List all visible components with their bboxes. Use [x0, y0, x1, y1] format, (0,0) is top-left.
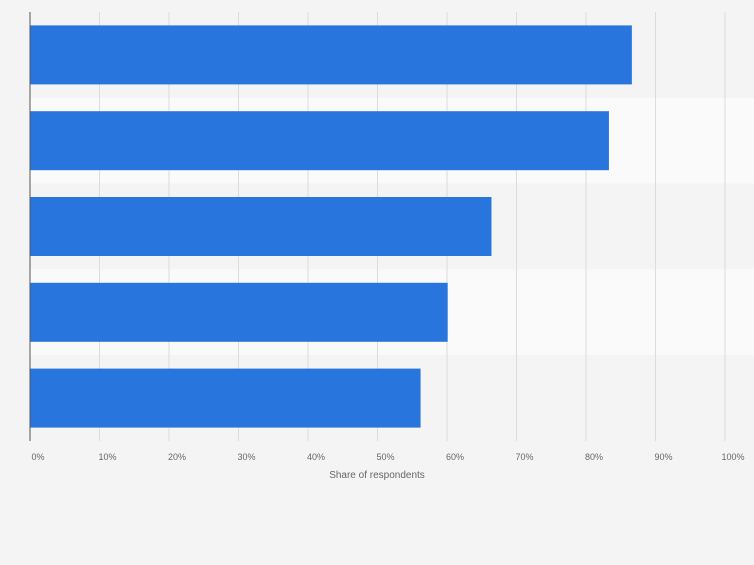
x-tick-label: 90%: [654, 452, 672, 462]
x-tick-label: 60%: [446, 452, 464, 462]
x-tick-label: 40%: [307, 452, 325, 462]
x-tick-label: 100%: [721, 452, 744, 462]
x-tick-label: 30%: [237, 452, 255, 462]
bar[interactable]: [30, 111, 609, 171]
x-axis-title: Share of respondents: [329, 470, 425, 481]
x-tick-label: 70%: [515, 452, 533, 462]
x-tick-label: 50%: [376, 452, 394, 462]
bar[interactable]: [30, 197, 492, 256]
bar[interactable]: [30, 282, 448, 342]
x-tick-label: 80%: [585, 452, 603, 462]
x-tick-label: 0%: [31, 452, 44, 462]
bar[interactable]: [30, 25, 632, 85]
bars: [30, 25, 632, 428]
x-tick-label: 10%: [98, 452, 116, 462]
x-tick-label: 20%: [168, 452, 186, 462]
x-tick-labels: 0% 10% 20% 30% 40% 50% 60% 70% 80% 90% 100%: [31, 452, 744, 462]
bar[interactable]: [30, 368, 421, 428]
